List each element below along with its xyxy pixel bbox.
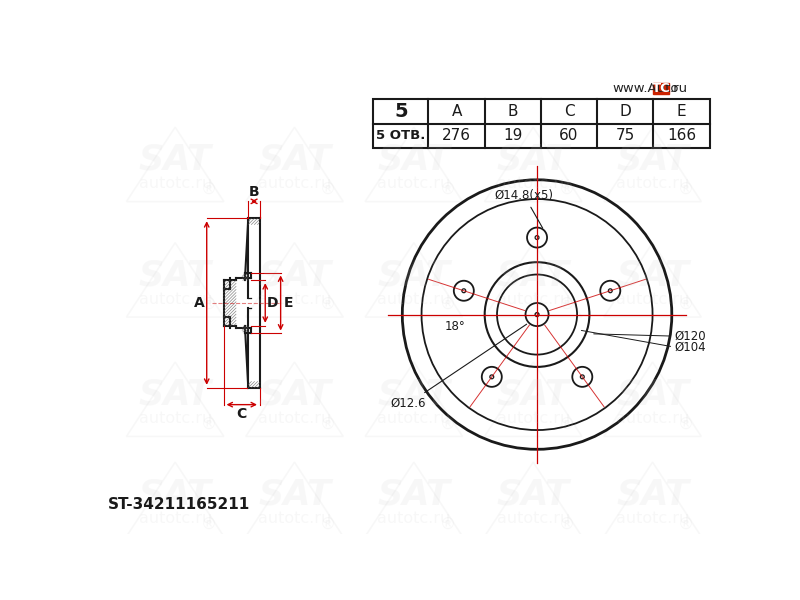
Text: 19: 19 xyxy=(503,128,522,143)
Text: ®: ® xyxy=(678,517,694,532)
Text: 166: 166 xyxy=(667,128,696,143)
Text: autotc.ru: autotc.ru xyxy=(378,511,450,526)
Text: autotc.ru: autotc.ru xyxy=(258,292,331,307)
Text: SAT: SAT xyxy=(138,478,212,512)
Text: autotc.ru: autotc.ru xyxy=(378,292,450,307)
Text: autotc.ru: autotc.ru xyxy=(138,411,212,426)
Text: Ø104: Ø104 xyxy=(675,340,706,353)
Text: autotc.ru: autotc.ru xyxy=(616,176,689,191)
Text: 276: 276 xyxy=(442,128,471,143)
Text: SAT: SAT xyxy=(378,478,450,512)
Text: autotc.ru: autotc.ru xyxy=(258,176,331,191)
Text: 5 ОТВ.: 5 ОТВ. xyxy=(376,130,426,142)
Text: SAT: SAT xyxy=(616,259,689,292)
Text: TC: TC xyxy=(652,82,670,95)
Text: autotc.ru: autotc.ru xyxy=(138,511,212,526)
Text: ®: ® xyxy=(201,517,217,532)
Text: ®: ® xyxy=(439,297,455,312)
Text: autotc.ru: autotc.ru xyxy=(138,176,212,191)
Text: SAT: SAT xyxy=(616,378,689,412)
Text: SAT: SAT xyxy=(616,143,689,177)
Text: SAT: SAT xyxy=(616,478,689,512)
Text: ®: ® xyxy=(559,517,575,532)
Text: SAT: SAT xyxy=(138,378,212,412)
Text: ®: ® xyxy=(439,517,455,532)
Text: SAT: SAT xyxy=(378,378,450,412)
Text: D: D xyxy=(619,104,631,119)
Text: B: B xyxy=(249,185,259,199)
Text: Ø14.8(x5): Ø14.8(x5) xyxy=(494,189,554,228)
Text: autotc.ru: autotc.ru xyxy=(497,292,570,307)
Text: SAT: SAT xyxy=(258,143,331,177)
Text: 60: 60 xyxy=(559,128,578,143)
Text: B: B xyxy=(507,104,518,119)
Bar xyxy=(373,99,710,148)
Text: www.Auto: www.Auto xyxy=(613,82,679,95)
Text: ST-34211165211: ST-34211165211 xyxy=(108,497,250,512)
Text: SAT: SAT xyxy=(138,143,212,177)
Text: 75: 75 xyxy=(615,128,635,143)
Text: SAT: SAT xyxy=(497,259,570,292)
Text: 18°: 18° xyxy=(445,320,466,332)
Text: Ø120: Ø120 xyxy=(675,329,706,343)
Text: autotc.ru: autotc.ru xyxy=(258,511,331,526)
Text: ®: ® xyxy=(439,182,455,197)
Text: ®: ® xyxy=(320,517,336,532)
Text: ®: ® xyxy=(559,297,575,312)
Text: SAT: SAT xyxy=(497,378,570,412)
Text: autotc.ru: autotc.ru xyxy=(616,511,689,526)
Text: E: E xyxy=(677,104,686,119)
Text: A: A xyxy=(451,104,462,119)
Text: A: A xyxy=(194,296,204,310)
Text: autotc.ru: autotc.ru xyxy=(258,411,331,426)
Text: Ø12.6: Ø12.6 xyxy=(390,324,526,410)
Text: ®: ® xyxy=(678,182,694,197)
Text: C: C xyxy=(237,407,247,421)
Text: ®: ® xyxy=(320,182,336,197)
Text: E: E xyxy=(283,296,293,310)
Text: autotc.ru: autotc.ru xyxy=(378,411,450,426)
Text: ®: ® xyxy=(559,416,575,431)
Text: ®: ® xyxy=(320,297,336,312)
Text: autotc.ru: autotc.ru xyxy=(138,292,212,307)
Text: ®: ® xyxy=(201,297,217,312)
Text: SAT: SAT xyxy=(497,478,570,512)
Text: ®: ® xyxy=(320,416,336,431)
Text: SAT: SAT xyxy=(138,259,212,292)
Text: autotc.ru: autotc.ru xyxy=(497,176,570,191)
Text: SAT: SAT xyxy=(378,259,450,292)
Text: SAT: SAT xyxy=(258,378,331,412)
Text: ®: ® xyxy=(201,416,217,431)
Text: ®: ® xyxy=(678,416,694,431)
Text: 5: 5 xyxy=(394,102,407,121)
Text: SAT: SAT xyxy=(258,259,331,292)
Text: autotc.ru: autotc.ru xyxy=(497,511,570,526)
Text: SAT: SAT xyxy=(378,143,450,177)
Text: C: C xyxy=(564,104,574,119)
Text: autotc.ru: autotc.ru xyxy=(616,411,689,426)
Text: ®: ® xyxy=(559,182,575,197)
Text: ®: ® xyxy=(678,297,694,312)
FancyBboxPatch shape xyxy=(653,83,670,94)
Text: autotc.ru: autotc.ru xyxy=(497,411,570,426)
Text: SAT: SAT xyxy=(258,478,331,512)
Text: autotc.ru: autotc.ru xyxy=(378,176,450,191)
Text: SAT: SAT xyxy=(497,143,570,177)
Text: ®: ® xyxy=(439,416,455,431)
Text: ®: ® xyxy=(201,182,217,197)
Text: D: D xyxy=(267,296,278,310)
Text: autotc.ru: autotc.ru xyxy=(616,292,689,307)
Text: .ru: .ru xyxy=(670,82,688,95)
